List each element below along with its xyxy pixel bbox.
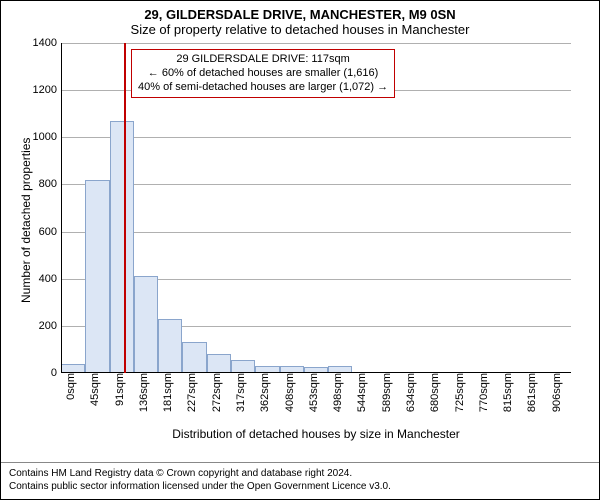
histogram-bar bbox=[207, 354, 231, 373]
x-tick-label: 362sqm bbox=[257, 373, 271, 412]
footer-line-1: Contains HM Land Registry data © Crown c… bbox=[9, 467, 591, 480]
x-tick-label: 91sqm bbox=[112, 373, 126, 406]
x-tick-label: 906sqm bbox=[549, 373, 563, 412]
y-tick-label: 1400 bbox=[33, 37, 61, 49]
x-tick-label: 815sqm bbox=[500, 373, 514, 412]
x-tick-label: 45sqm bbox=[87, 373, 101, 406]
x-axis-label: Distribution of detached houses by size … bbox=[61, 427, 571, 441]
chart-title-block: 29, GILDERSDALE DRIVE, MANCHESTER, M9 0S… bbox=[1, 1, 599, 37]
x-tick-label: 317sqm bbox=[233, 373, 247, 412]
histogram-bar bbox=[158, 319, 182, 373]
histogram-bar bbox=[182, 342, 206, 373]
y-tick-label: 400 bbox=[39, 273, 61, 285]
x-tick-label: 227sqm bbox=[184, 373, 198, 412]
y-tick-label: 800 bbox=[39, 178, 61, 190]
x-tick-label: 861sqm bbox=[524, 373, 538, 412]
y-tick-label: 600 bbox=[39, 226, 61, 238]
x-tick-label: 725sqm bbox=[452, 373, 466, 412]
x-tick-label: 181sqm bbox=[160, 373, 174, 412]
footer-attribution: Contains HM Land Registry data © Crown c… bbox=[1, 462, 599, 499]
histogram-bar bbox=[85, 180, 109, 373]
y-axis-line bbox=[61, 43, 62, 373]
x-tick-label: 680sqm bbox=[427, 373, 441, 412]
x-tick-label: 544sqm bbox=[354, 373, 368, 412]
chart-title-main: 29, GILDERSDALE DRIVE, MANCHESTER, M9 0S… bbox=[1, 7, 599, 22]
x-tick-label: 498sqm bbox=[330, 373, 344, 412]
y-tick-label: 200 bbox=[39, 320, 61, 332]
x-tick-label: 0sqm bbox=[63, 373, 77, 400]
annotation-callout: 29 GILDERSDALE DRIVE: 117sqm ← 60% of de… bbox=[131, 49, 395, 98]
gridline bbox=[61, 232, 571, 233]
y-axis-label: Number of detached properties bbox=[19, 138, 33, 303]
annotation-line-property: 29 GILDERSDALE DRIVE: 117sqm bbox=[138, 53, 388, 67]
chart-title-sub: Size of property relative to detached ho… bbox=[1, 22, 599, 37]
y-tick-label: 0 bbox=[51, 367, 61, 379]
x-tick-label: 408sqm bbox=[282, 373, 296, 412]
y-tick-label: 1000 bbox=[33, 131, 61, 143]
footer-line-2: Contains public sector information licen… bbox=[9, 480, 591, 493]
y-tick-label: 1200 bbox=[33, 84, 61, 96]
annotation-line-smaller: ← 60% of detached houses are smaller (1,… bbox=[138, 67, 388, 81]
histogram-bar bbox=[134, 276, 158, 373]
property-marker-line bbox=[124, 43, 126, 373]
gridline bbox=[61, 43, 571, 44]
x-tick-label: 136sqm bbox=[136, 373, 150, 412]
x-tick-label: 770sqm bbox=[476, 373, 490, 412]
gridline bbox=[61, 184, 571, 185]
x-tick-label: 589sqm bbox=[379, 373, 393, 412]
annotation-line-larger: 40% of semi-detached houses are larger (… bbox=[138, 81, 388, 95]
histogram-bar bbox=[110, 121, 134, 373]
x-tick-label: 634sqm bbox=[403, 373, 417, 412]
x-tick-label: 272sqm bbox=[209, 373, 223, 412]
x-tick-label: 453sqm bbox=[306, 373, 320, 412]
gridline bbox=[61, 137, 571, 138]
